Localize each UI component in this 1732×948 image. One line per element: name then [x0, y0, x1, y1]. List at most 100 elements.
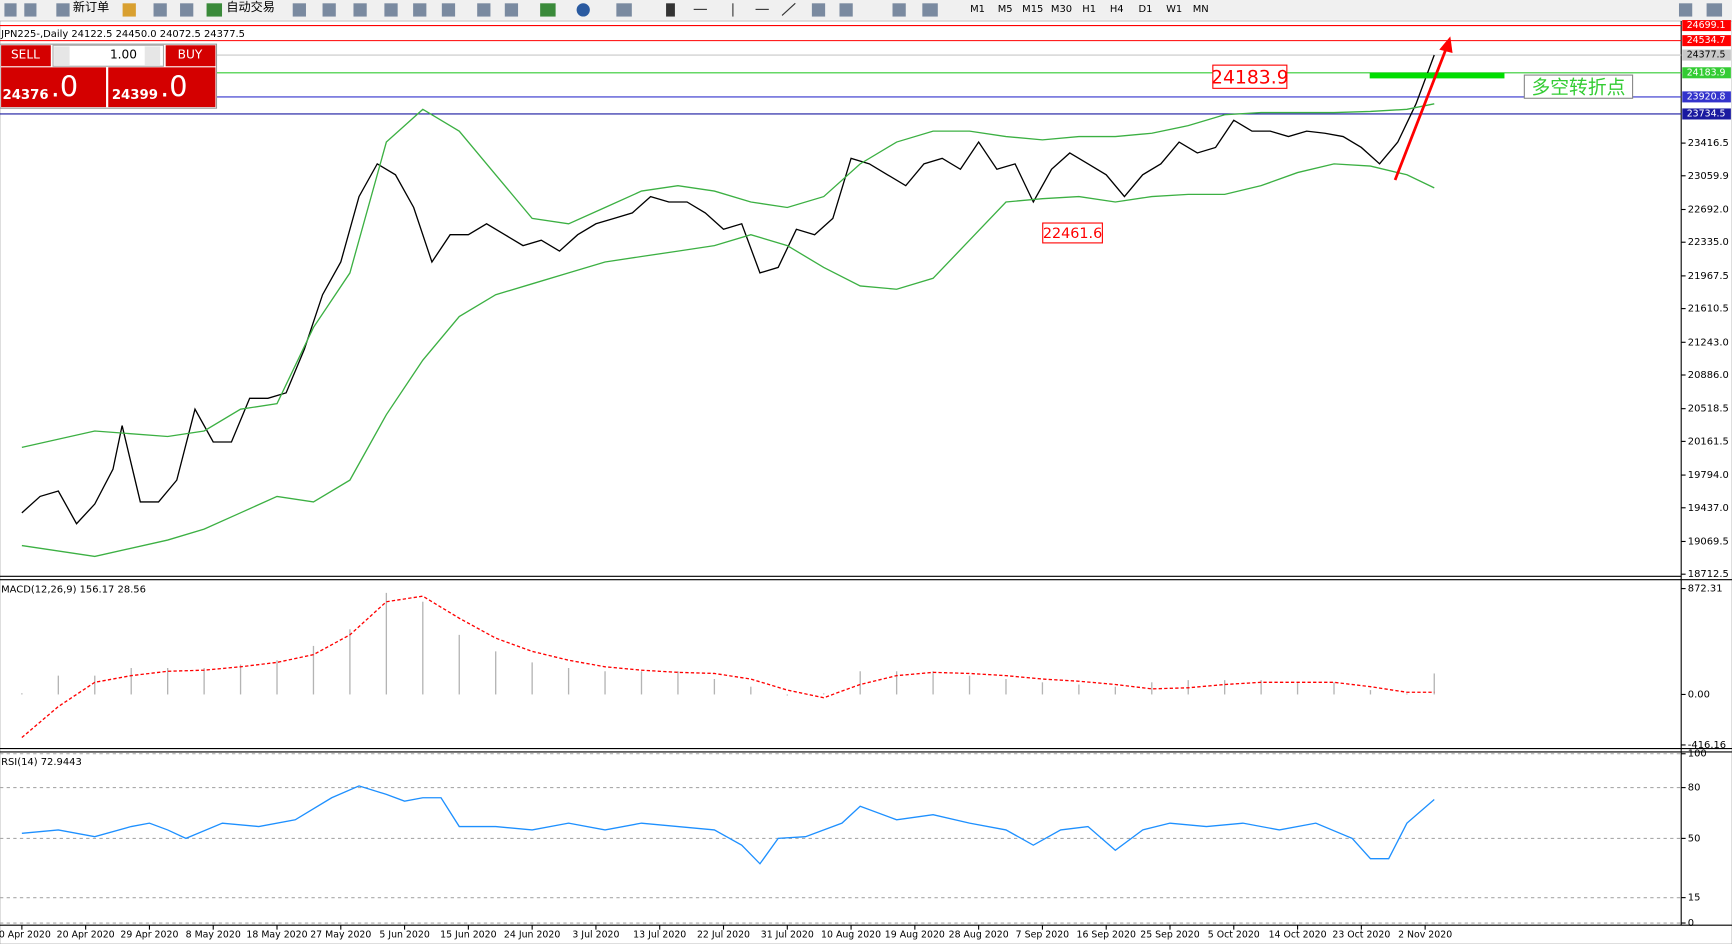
icon[interactable]	[122, 3, 136, 17]
icon[interactable]	[4, 3, 17, 17]
icon[interactable]	[892, 3, 906, 17]
icon[interactable]	[666, 3, 675, 17]
toolbar-label[interactable]: 新订单	[73, 0, 109, 14]
y-tick-label: 22692.0	[1688, 204, 1729, 215]
x-tick-label: 14 Oct 2020	[1269, 930, 1327, 941]
icon[interactable]	[353, 3, 367, 17]
icon[interactable]	[56, 3, 70, 17]
icon[interactable]	[732, 3, 734, 17]
ask-box[interactable]	[108, 67, 216, 108]
icon[interactable]	[180, 3, 194, 17]
bid-box[interactable]	[1, 67, 107, 108]
price-level-label: 23734.5	[1687, 108, 1726, 119]
histogram-bar	[495, 651, 497, 695]
icon[interactable]	[441, 3, 456, 17]
icon[interactable]	[576, 3, 590, 17]
histogram-bar	[1433, 673, 1435, 695]
y-tick-label: 21243.0	[1688, 337, 1729, 348]
spin-up[interactable]	[144, 46, 161, 66]
lots-input[interactable]	[52, 44, 165, 67]
y-tick-label: 22335.0	[1688, 237, 1729, 248]
timeframe-button[interactable]: D1	[1138, 4, 1152, 15]
icon[interactable]	[413, 3, 427, 17]
overlay	[1369, 36, 1505, 181]
indicator-title: JPN225-,Daily 24122.5 24450.0 24072.5 24…	[0, 29, 245, 40]
trend-arrow	[1393, 45, 1449, 181]
annotation-text: 22461.6	[1043, 226, 1102, 242]
histogram-bar	[57, 675, 59, 695]
histogram-bar	[21, 693, 23, 695]
x-tick-label: 29 Apr 2020	[120, 930, 178, 941]
y-tick-label: 100	[1688, 749, 1707, 760]
histogram-bar	[1406, 693, 1408, 695]
x-tick-label: 23 Oct 2020	[1332, 930, 1390, 941]
series-line	[21, 103, 1435, 449]
histogram-bar	[349, 629, 351, 695]
histogram-bar	[458, 634, 460, 695]
histogram-bar	[203, 667, 205, 695]
timeframe-button[interactable]: H1	[1082, 4, 1096, 15]
x-tick-label: 10 Aug 2020	[821, 930, 881, 941]
icon[interactable]	[540, 3, 556, 17]
arrow-head	[1439, 36, 1453, 53]
timeframe-button[interactable]: MN	[1193, 4, 1209, 15]
y-tick-label: 23416.5	[1688, 138, 1729, 149]
y-tick-label: 23059.9	[1688, 171, 1729, 182]
buy-button[interactable]	[165, 45, 216, 67]
bid-fraction: .0	[51, 69, 78, 103]
histogram-bar	[677, 671, 679, 695]
bid-price: 24376	[2, 88, 48, 103]
timeframe-button[interactable]: W1	[1166, 4, 1182, 15]
x-tick-label: 19 Aug 2020	[885, 930, 945, 941]
lots-value[interactable]: 1.00	[110, 48, 137, 62]
icon[interactable]	[384, 3, 398, 17]
sell-button[interactable]	[1, 45, 51, 67]
timeframe-button[interactable]: M30	[1051, 4, 1072, 15]
histogram-bar	[786, 694, 788, 696]
icon[interactable]	[292, 3, 306, 17]
histogram-bar	[1296, 682, 1299, 695]
icon[interactable]	[781, 2, 796, 16]
timeframes: M1 M5 M15 M30 H1 H4 D1 W1 MN	[970, 4, 1209, 15]
icon[interactable]	[322, 3, 336, 17]
x-tick-label: 2 Nov 2020	[1398, 930, 1452, 941]
icon[interactable]	[922, 3, 938, 17]
icon[interactable]	[839, 3, 853, 17]
icon[interactable]	[206, 3, 223, 17]
y-tick-label: 19069.5	[1688, 536, 1729, 547]
icon[interactable]	[755, 8, 769, 10]
icon[interactable]	[1706, 3, 1723, 17]
histogram-bar	[567, 667, 570, 695]
icon[interactable]	[24, 3, 37, 17]
timeframe-button[interactable]: H4	[1110, 4, 1124, 15]
icon[interactable]	[616, 3, 632, 17]
x-tick-label: 24 Jun 2020	[504, 930, 560, 941]
icon[interactable]	[1678, 3, 1693, 17]
timeframe-button[interactable]: M15	[1022, 4, 1043, 15]
spin-down[interactable]	[54, 46, 70, 66]
annotation-box	[1523, 74, 1634, 99]
icon[interactable]	[477, 3, 491, 17]
histogram-bar	[167, 667, 169, 695]
toolbar-label[interactable]: 自动交易	[226, 0, 275, 14]
buy-label[interactable]: BUY	[178, 48, 203, 62]
icon[interactable]	[504, 3, 519, 17]
price-level-tag	[1682, 67, 1731, 79]
annotation-box	[1212, 64, 1288, 89]
indicator-title: RSI(14) 72.9443	[1, 757, 82, 768]
y-tick-label: 20886.0	[1688, 370, 1729, 381]
histogram-bar	[932, 671, 934, 695]
histogram-bar	[94, 675, 96, 695]
icon[interactable]	[693, 8, 707, 10]
timeframe-button[interactable]: M1	[970, 4, 985, 15]
icon[interactable]	[811, 3, 826, 17]
y-tick-label: 20161.5	[1688, 436, 1729, 447]
x-tick-label: 31 Jul 2020	[761, 930, 814, 941]
sell-label[interactable]: SELL	[11, 48, 40, 62]
y-tick-label: 19794.0	[1688, 470, 1729, 481]
x-tick-label: 10 Apr 2020	[0, 930, 51, 941]
icon[interactable]	[153, 3, 167, 17]
timeframe-button[interactable]: M5	[998, 4, 1013, 15]
histogram-bar	[1151, 682, 1153, 695]
